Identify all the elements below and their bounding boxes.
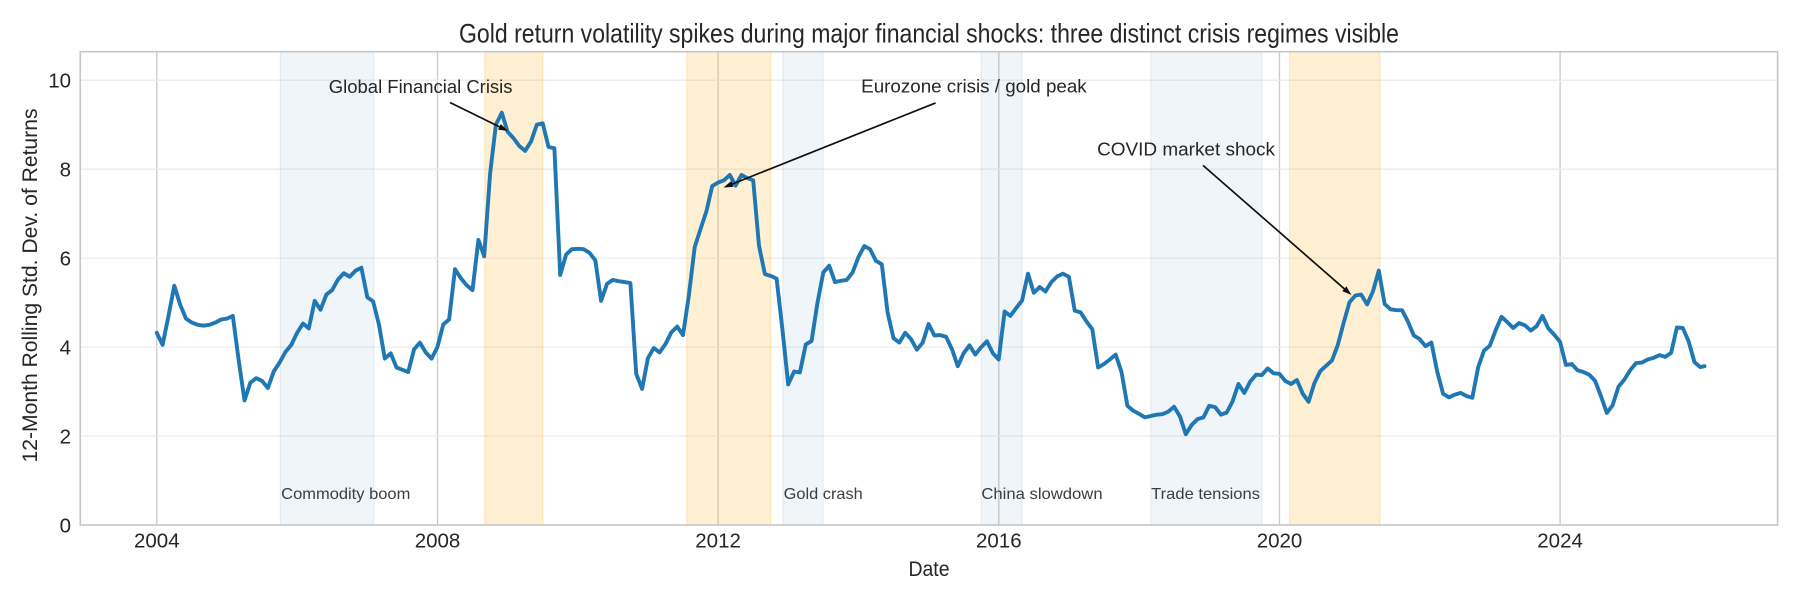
svg-text:4: 4: [60, 336, 71, 359]
svg-text:2: 2: [60, 425, 71, 448]
svg-text:Gold return volatility spikes: Gold return volatility spikes during maj…: [459, 18, 1399, 48]
svg-text:8: 8: [60, 159, 71, 182]
svg-text:6: 6: [60, 247, 71, 270]
svg-text:Eurozone crisis / gold peak: Eurozone crisis / gold peak: [861, 76, 1087, 97]
svg-text:2012: 2012: [695, 530, 741, 553]
svg-text:Trade tensions: Trade tensions: [1151, 486, 1260, 503]
svg-text:2020: 2020: [1257, 530, 1303, 553]
svg-text:2024: 2024: [1537, 530, 1583, 553]
svg-text:Global Financial Crisis: Global Financial Crisis: [329, 76, 513, 97]
svg-text:10: 10: [48, 70, 71, 93]
svg-text:Gold crash: Gold crash: [784, 486, 863, 503]
svg-text:0: 0: [60, 514, 71, 537]
svg-text:2004: 2004: [134, 530, 180, 553]
svg-text:Date: Date: [909, 558, 950, 581]
svg-text:China slowdown: China slowdown: [981, 486, 1102, 503]
svg-text:Commodity boom: Commodity boom: [281, 486, 410, 503]
svg-text:2016: 2016: [976, 530, 1022, 553]
svg-text:2008: 2008: [415, 530, 461, 553]
svg-text:COVID market shock: COVID market shock: [1097, 139, 1276, 160]
svg-text:12-Month Rolling Std. Dev. of: 12-Month Rolling Std. Dev. of Returns: [19, 109, 42, 463]
